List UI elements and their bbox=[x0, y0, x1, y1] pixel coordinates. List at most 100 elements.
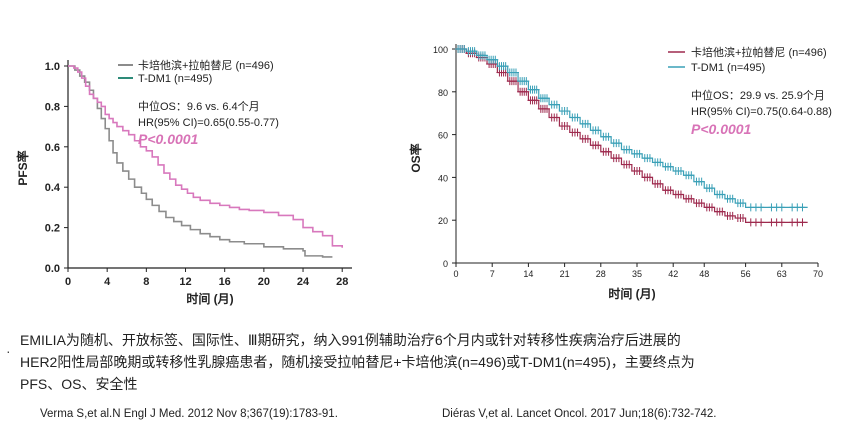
os-censor-mark bbox=[626, 160, 633, 169]
reference-dieras: Diéras V,et al. Lancet Oncol. 2017 Jun;1… bbox=[442, 408, 717, 420]
os-censor-mark bbox=[708, 184, 715, 193]
pfs-series-line-0 bbox=[68, 65, 333, 258]
os-censor-mark bbox=[773, 203, 780, 212]
pfs-ytick-label: 0.6 bbox=[45, 142, 60, 154]
pfs-series-line-1 bbox=[68, 65, 344, 248]
os-xlabel: 时间 (月) bbox=[608, 286, 655, 301]
os-censor-mark bbox=[758, 203, 765, 212]
os-censor-mark bbox=[677, 190, 684, 199]
pfs-ytick-label: 0.4 bbox=[45, 182, 61, 194]
os-censor-mark bbox=[595, 126, 602, 135]
os-censor-mark bbox=[729, 194, 736, 203]
os-censor-mark bbox=[626, 145, 633, 154]
os-censor-mark bbox=[595, 141, 602, 150]
pfs-ytick-label: 0.0 bbox=[45, 263, 60, 275]
pfs-legend-label-1: T-DM1 (n=495) bbox=[138, 73, 212, 85]
os-censor-mark bbox=[646, 173, 653, 182]
os-xtick-label: 0 bbox=[453, 269, 458, 279]
os-ytick-label: 40 bbox=[438, 173, 448, 183]
os-censor-mark bbox=[740, 214, 747, 223]
os-censor-mark bbox=[719, 190, 726, 199]
os-censor-mark bbox=[502, 62, 509, 71]
pfs-xtick-label: 16 bbox=[219, 276, 231, 288]
os-ytick-label: 80 bbox=[438, 88, 448, 98]
os-xtick-label: 14 bbox=[523, 269, 533, 279]
pfs-legend-label-0: 卡培他滨+拉帕替尼 (n=496) bbox=[138, 58, 274, 72]
os-censor-mark bbox=[778, 218, 785, 227]
description-line: EMILIA为随机、开放标签、国际性、Ⅲ期研究，纳入991例辅助治疗6个月内或针… bbox=[20, 332, 681, 348]
os-censor-mark bbox=[615, 139, 622, 148]
os-censor-mark bbox=[729, 211, 736, 220]
study-description: EMILIA为随机、开放标签、国际性、Ⅲ期研究，纳入991例辅助治疗6个月内或针… bbox=[20, 329, 850, 395]
os-p-annotation: P<0.0001 bbox=[691, 121, 752, 137]
os-xtick-label: 28 bbox=[596, 269, 606, 279]
os-censor-mark bbox=[789, 203, 796, 212]
pfs-ytick-label: 0.8 bbox=[45, 101, 60, 113]
os-censor-mark bbox=[584, 119, 591, 128]
os-xtick-label: 21 bbox=[560, 269, 570, 279]
pfs-p-annotation: P<0.0001 bbox=[138, 131, 199, 147]
os-censor-mark bbox=[605, 147, 612, 156]
pfs-xtick-label: 4 bbox=[104, 276, 111, 288]
charts-svg: 0.00.20.40.60.81.0 0 4 8 12 16 20 24 28 PFS率 时间… bbox=[15, 44, 832, 306]
os-censor-mark bbox=[747, 218, 754, 227]
os-censor-mark bbox=[688, 194, 695, 203]
description-line: HER2阳性局部晚期或转移性乳腺癌患者，随机接受拉帕替尼+卡培他滨(n=496)… bbox=[20, 354, 695, 370]
os-censor-mark bbox=[553, 113, 560, 122]
os-censor-mark bbox=[574, 128, 581, 137]
os-censor-mark bbox=[667, 186, 674, 195]
os-censor-mark bbox=[492, 55, 499, 64]
os-censor-mark bbox=[523, 77, 530, 86]
os-xtick-label: 63 bbox=[777, 269, 787, 279]
os-censor-mark bbox=[615, 154, 622, 163]
os-xtick-label: 35 bbox=[632, 269, 642, 279]
os-ytick-label: 20 bbox=[438, 216, 448, 226]
os-censor-mark bbox=[752, 203, 759, 212]
os-censor-mark bbox=[564, 122, 571, 131]
description-line: PFS、OS、安全性 bbox=[20, 376, 138, 392]
pfs-xtick-label: 20 bbox=[258, 276, 270, 288]
os-censor-mark bbox=[773, 218, 780, 227]
os-censor-mark bbox=[605, 132, 612, 141]
os-hr-annotation: HR(95% CI)=0.75(0.64-0.88) bbox=[691, 106, 832, 118]
os-censor-mark bbox=[646, 154, 653, 163]
os-xtick-label: 56 bbox=[741, 269, 751, 279]
pfs-xlabel: 时间 (月) bbox=[186, 291, 233, 306]
os-xtick-label: 7 bbox=[490, 269, 495, 279]
pfs-ylabel: PFS率 bbox=[15, 150, 30, 185]
os-censor-mark bbox=[768, 218, 775, 227]
os-ytick-label: 60 bbox=[438, 131, 448, 141]
pfs-xtick-label: 0 bbox=[65, 276, 71, 288]
reference-verma: Verma S,et al.N Engl J Med. 2012 Nov 8;3… bbox=[40, 408, 338, 420]
os-series-line-1 bbox=[456, 48, 808, 208]
os-censor-mark bbox=[461, 45, 468, 53]
os-censor-mark bbox=[698, 199, 705, 208]
os-censor-mark bbox=[794, 218, 801, 227]
os-censor-mark bbox=[533, 85, 540, 94]
os-censor-mark bbox=[523, 87, 530, 96]
os-censor-mark bbox=[471, 47, 478, 56]
os-censor-mark bbox=[677, 166, 684, 175]
os-censor-mark bbox=[719, 207, 726, 216]
os-legend-label-0: 卡培他滨+拉帕替尼 (n=496) bbox=[691, 45, 827, 59]
os-censor-mark bbox=[752, 218, 759, 227]
pfs-xtick-label: 24 bbox=[297, 276, 310, 288]
os-median-annotation: 中位OS：29.9 vs. 25.9个月 bbox=[691, 88, 825, 102]
os-censor-mark bbox=[747, 203, 754, 212]
description-bullet: · bbox=[6, 343, 11, 359]
os-chart: 0 20 40 60 80 100 0 7 14 21 28 35 42 48 56 63 70 OS率 时间… bbox=[408, 44, 832, 301]
os-censor-mark bbox=[758, 218, 765, 227]
os-censor-mark bbox=[794, 203, 801, 212]
os-ytick-label: 0 bbox=[443, 259, 448, 269]
os-censor-mark bbox=[636, 149, 643, 158]
os-censor-mark bbox=[553, 100, 560, 109]
os-censor-mark bbox=[688, 171, 695, 180]
os-censor-mark bbox=[636, 166, 643, 175]
os-censor-mark bbox=[789, 218, 796, 227]
os-censor-mark bbox=[533, 96, 540, 105]
os-censor-mark bbox=[564, 107, 571, 116]
os-censor-mark bbox=[574, 113, 581, 122]
os-ylabel: OS率 bbox=[408, 143, 423, 172]
os-censor-mark bbox=[512, 68, 519, 77]
pfs-ytick-label: 0.2 bbox=[45, 223, 60, 235]
